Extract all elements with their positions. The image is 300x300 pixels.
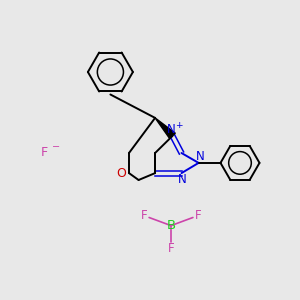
Text: B: B xyxy=(167,219,176,232)
Text: +: + xyxy=(175,121,182,130)
Text: F: F xyxy=(168,242,174,255)
Polygon shape xyxy=(155,118,175,139)
Text: N: N xyxy=(196,150,205,163)
Text: O: O xyxy=(117,167,126,180)
Text: F: F xyxy=(140,208,147,222)
Text: F: F xyxy=(195,208,202,222)
Text: N: N xyxy=(167,123,176,136)
Text: F: F xyxy=(41,146,48,160)
Text: −: − xyxy=(52,142,60,152)
Text: N: N xyxy=(178,173,187,186)
